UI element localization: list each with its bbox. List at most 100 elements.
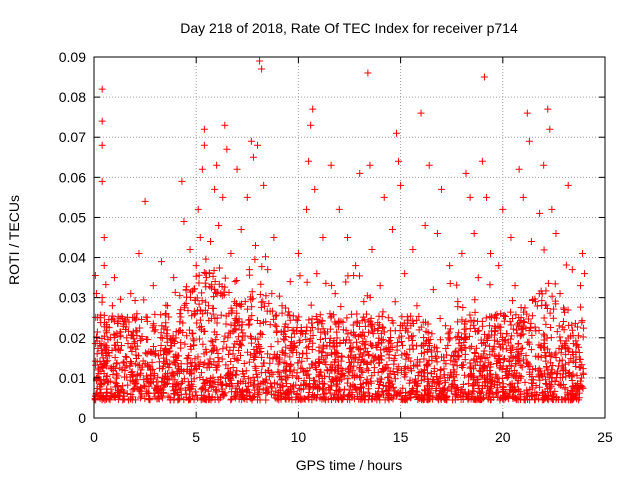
data-point (536, 209, 544, 217)
data-point-cloud (223, 343, 231, 351)
data-point-cloud (505, 356, 513, 364)
data-point-cloud (547, 394, 555, 402)
data-point-cloud (156, 364, 164, 372)
data-point-cloud (298, 357, 306, 365)
data-point-cloud (162, 323, 170, 331)
x-tick-label: 5 (192, 429, 200, 445)
data-point (96, 342, 104, 350)
data-point-cloud (565, 359, 573, 367)
data-point-cloud (492, 324, 500, 332)
data-point-cloud (574, 323, 582, 331)
data-point (168, 342, 176, 350)
data-point-cloud (431, 352, 439, 360)
data-point-cloud (492, 389, 500, 397)
data-point-cloud (497, 310, 505, 318)
data-point-cloud (476, 396, 484, 404)
data-point (499, 205, 507, 213)
data-point-cloud (533, 302, 541, 310)
data-point-cloud (313, 385, 321, 393)
data-point (211, 185, 219, 193)
data-point-cloud (180, 375, 188, 383)
data-point-cloud (447, 371, 455, 379)
data-point-cloud (474, 327, 482, 335)
data-point-cloud (126, 357, 134, 365)
data-point-cloud (368, 372, 376, 380)
data-point-cloud (329, 311, 337, 319)
data-point (254, 141, 262, 149)
data-point-cloud (363, 292, 371, 300)
data-point-cloud (277, 390, 285, 398)
y-tick-label: 0.05 (59, 209, 86, 225)
data-point-cloud (305, 392, 313, 400)
data-point-cloud (463, 392, 471, 400)
data-point-cloud (98, 334, 106, 342)
data-point-cloud (222, 361, 230, 369)
data-point-cloud (127, 368, 135, 376)
data-point (151, 326, 159, 334)
data-point-cloud (534, 352, 542, 360)
data-point-cloud (151, 393, 159, 401)
data-point-cloud (436, 314, 444, 322)
data-point-cloud (476, 372, 484, 380)
data-point-cloud (248, 288, 256, 296)
data-point-cloud (272, 311, 280, 319)
data-point-cloud (553, 369, 561, 377)
data-point-cloud (529, 380, 537, 388)
data-point-cloud (133, 354, 141, 362)
data-point-cloud (153, 386, 161, 394)
data-point-cloud (540, 332, 548, 340)
data-point-cloud (183, 355, 191, 363)
data-point-cloud (176, 292, 184, 300)
data-point-cloud (284, 311, 292, 319)
data-point-cloud (475, 352, 483, 360)
data-point-cloud (555, 322, 563, 330)
data-point-cloud (198, 297, 206, 305)
data-point-cloud (305, 316, 313, 324)
data-point (200, 141, 208, 149)
data-point-cloud (238, 318, 246, 326)
y-tick-label: 0.09 (59, 49, 86, 65)
x-axis-ticks: 0 5 10 15 20 25 (90, 57, 613, 445)
data-point-cloud (573, 372, 581, 380)
data-point-cloud (177, 306, 185, 314)
data-point-cloud (275, 292, 283, 300)
data-point-cloud (119, 359, 127, 367)
data-point (98, 85, 106, 93)
data-point-cloud (257, 380, 265, 388)
data-point-cloud (486, 367, 494, 375)
data-point (532, 298, 540, 306)
data-point-cloud (464, 380, 472, 388)
data-point-cloud (297, 381, 305, 389)
data-point (202, 274, 210, 282)
data-point-cloud (542, 376, 550, 384)
data-point-cloud (319, 379, 327, 387)
data-point-cloud (385, 348, 393, 356)
data-point (560, 326, 568, 334)
data-point-cloud (175, 396, 183, 404)
data-point-cloud (270, 391, 278, 399)
data-point-cloud (260, 302, 268, 310)
data-point-cloud (359, 368, 367, 376)
data-point (519, 193, 527, 201)
data-point-cloud (334, 350, 342, 358)
data-point (94, 366, 102, 374)
data-point-cloud (387, 339, 395, 347)
data-point-cloud (471, 308, 479, 316)
data-point-cloud (512, 360, 520, 368)
data-point (348, 358, 356, 366)
data-point-cloud (102, 327, 110, 335)
data-point-cloud (501, 313, 509, 321)
data-point (264, 266, 272, 274)
data-point-cloud (236, 301, 244, 309)
data-point (172, 382, 180, 390)
data-point-cloud (545, 349, 553, 357)
data-point-cloud (509, 393, 517, 401)
data-point-cloud (391, 375, 399, 383)
data-point (482, 193, 490, 201)
data-point-cloud (523, 310, 531, 318)
data-point-cloud (486, 363, 494, 371)
data-point-cloud (434, 395, 442, 403)
data-point (162, 370, 170, 378)
data-point-cloud (528, 331, 536, 339)
data-point-cloud (164, 360, 172, 368)
